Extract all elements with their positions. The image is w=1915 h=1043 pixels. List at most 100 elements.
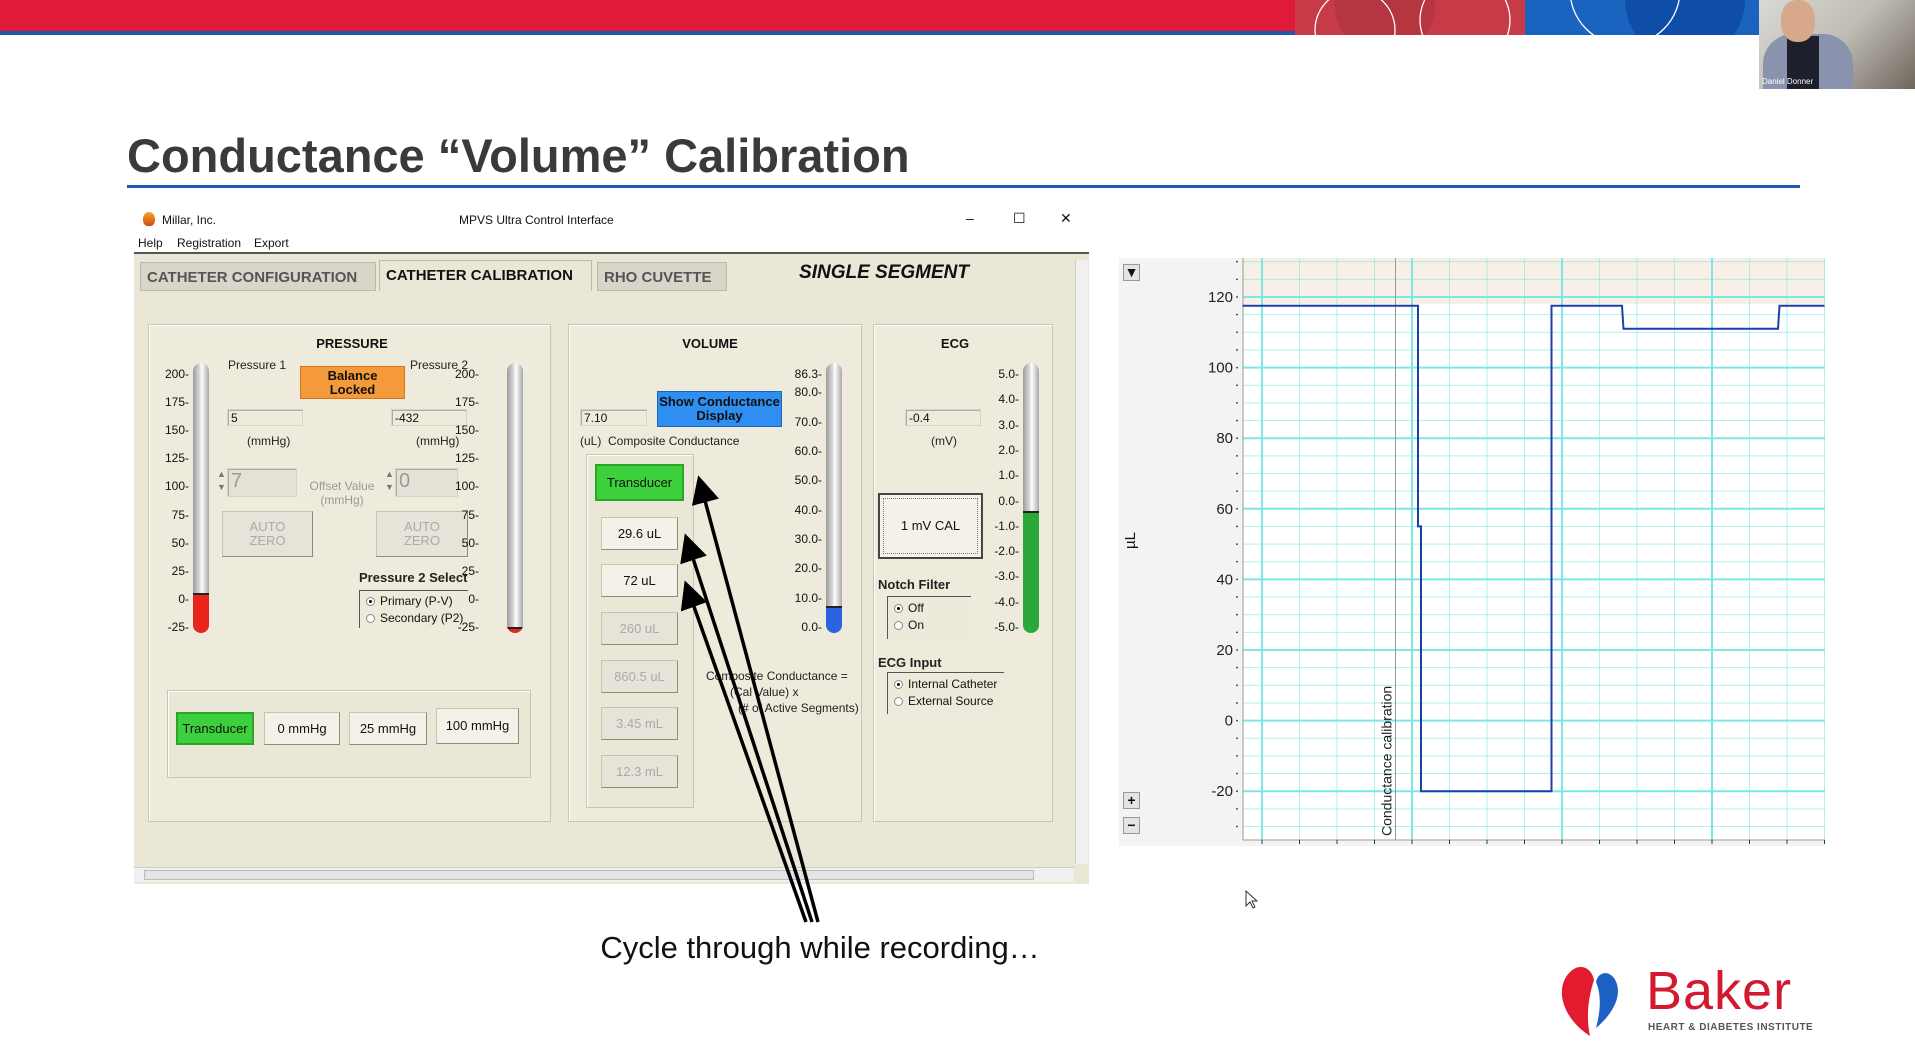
scroll-down-button[interactable]: ▼ [1123,264,1140,281]
radio-notch-off[interactable]: Off [894,601,924,615]
y-minor-tick [1236,278,1238,281]
balance-locked-button[interactable]: Balance Locked [300,366,405,399]
y-minor-tick [1236,331,1238,334]
offset-label: Offset Value (mmHg) [309,479,375,507]
y-minor-tick [1236,296,1238,298]
gauge-tick-label: -1.0- [994,518,1019,533]
tab-rho-cuvette[interactable]: RHO CUVETTE [597,262,727,291]
pressure-25mmhg-button[interactable]: 25 mmHg [349,712,427,745]
pressure-title: PRESSURE [316,336,388,351]
pressure-100mmhg-button[interactable]: 100 mmHg [436,708,519,744]
y-minor-tick [1236,755,1238,757]
y-minor-tick [1236,507,1238,510]
pressure-transducer-button[interactable]: Transducer [176,712,254,745]
offset1-field[interactable]: 7 [227,468,297,497]
radio-secondary[interactable]: Secondary (P2) [366,611,463,625]
gauge-tick-label: 1.0- [998,468,1019,483]
auto-zero-1-button[interactable]: AUTO ZERO [222,511,313,557]
pressure-0mmhg-button[interactable]: 0 mmHg [264,712,340,745]
radio-primary[interactable]: Primary (P-V) [366,594,453,608]
y-tick-label: -20 [1211,783,1233,800]
radio-internal-catheter[interactable]: Internal Catheter [894,677,997,691]
gauge-tick-label: -3.0- [994,569,1019,584]
menu-registration[interactable]: Registration [177,236,242,250]
tab-catheter-calibration[interactable]: CATHETER CALIBRATION [379,260,592,291]
y-minor-tick [1236,631,1238,634]
pressure2-field[interactable]: -432 [391,409,467,426]
radio-label: Off [908,601,924,615]
gauge-tick-label: 125- [454,451,479,466]
gauge-tick-label: 175- [454,395,479,410]
volume-cal-button[interactable]: 29.6 uL [601,517,678,550]
gauge-tick-label: 50- [171,535,189,550]
pressure1-unit: (mmHg) [247,434,291,448]
volume-field[interactable]: 7.10 [580,409,647,426]
minimize-button[interactable]: – [966,210,974,226]
formula-line: (# of Active Segments) [738,701,859,715]
tab-catheter-configuration[interactable]: CATHETER CONFIGURATION [140,262,376,291]
formula-line: Composite Conductance = [706,669,848,683]
close-button[interactable]: ✕ [1060,210,1072,226]
gauge-fill [1023,510,1039,633]
offset2-spinner-arrows[interactable]: ▲ ▼ [385,469,394,492]
y-tick-label: 120 [1208,289,1233,306]
window-titlebar[interactable]: Millar, Inc. MPVS Ultra Control Interfac… [134,208,1089,232]
vertical-scrollbar[interactable] [1075,260,1088,864]
maximize-button[interactable]: ☐ [1013,210,1026,226]
y-minor-tick [1236,807,1238,810]
gauge-tick-label: 60.0- [794,444,822,459]
app-name: Millar, Inc. [162,213,217,227]
gauge-tick-label: 4.0- [998,392,1019,407]
y-minor-tick [1236,737,1238,740]
radio-notch-on[interactable]: On [894,618,924,632]
menu-help[interactable]: Help [138,236,163,250]
gauge-tick-label: 86.3- [794,367,822,381]
gauge-tick-label: 2.0- [998,442,1019,457]
offset1-spinner-arrows[interactable]: ▲ ▼ [217,469,226,492]
gauge-tick-label: 0- [468,591,479,606]
gauge-tick-label: 0.0- [998,493,1019,508]
gauge-tick-label: 50- [461,535,479,550]
radio-dot [894,603,903,613]
pressure2-select-title: Pressure 2 Select [359,570,468,585]
y-minor-tick [1236,454,1238,457]
y-tick-label: 60 [1216,501,1233,518]
volume-chart[interactable]: 120 100 80 60 40 20 0 -20 Conductance calibratio… [1119,258,1825,846]
gauge-tick-label: 10.0- [794,590,822,605]
scrollbar-thumb[interactable] [144,870,1034,880]
pressure2-unit: (mmHg) [416,434,460,448]
show-conductance-display-button[interactable]: Show Conductance Display [657,391,782,427]
radio-dot [894,696,903,706]
gauge-tick-label: 20.0- [794,561,822,576]
1mv-cal-button[interactable]: 1 mV CAL [878,493,983,559]
volume-cal-button[interactable]: 3.45 mL [601,707,678,740]
pressure1-field[interactable]: 5 [227,409,303,426]
radio-label: Internal Catheter [908,677,998,691]
volume-cal-button[interactable]: 12.3 mL [601,755,678,788]
video-thumbnail[interactable]: Daniel Donner [1759,0,1915,89]
ecg-input-title: ECG Input [878,655,942,670]
menu-export[interactable]: Export [254,236,289,250]
gauge-tick-label: 40.0- [794,502,822,517]
ecg-field[interactable]: -0.4 [905,409,981,426]
zoom-out-button[interactable]: − [1123,817,1140,834]
formula-line: (Cal Value) x [730,685,799,699]
y-minor-tick [1236,419,1238,422]
slide-caption: Cycle through while recording… [600,930,1040,965]
gauge-tick-label: 100- [454,479,479,494]
volume-cal-button[interactable]: 860.5 uL [601,660,678,693]
volume-cal-button[interactable]: 260 uL [601,612,678,645]
radio-external-source[interactable]: External Source [894,694,993,708]
volume-cal-button[interactable]: 72 uL [601,564,678,597]
header-decoration [1295,0,1760,35]
gauge-fill [193,593,209,633]
offset2-field[interactable]: 0 [395,468,458,497]
mpvs-window: Millar, Inc. MPVS Ultra Control Interfac… [134,208,1089,884]
horizontal-scrollbar[interactable] [134,867,1074,882]
ecg-input-group: Internal Catheter External Source [887,672,1004,714]
formula-text: Composite Conductance = (Cal Value) x (#… [706,668,859,716]
auto-zero-2-button[interactable]: AUTO ZERO [376,511,468,557]
zoom-in-button[interactable]: + [1123,792,1140,809]
volume-cal-button[interactable]: Transducer [595,464,684,501]
gauge-tick-label: 200- [164,367,189,381]
